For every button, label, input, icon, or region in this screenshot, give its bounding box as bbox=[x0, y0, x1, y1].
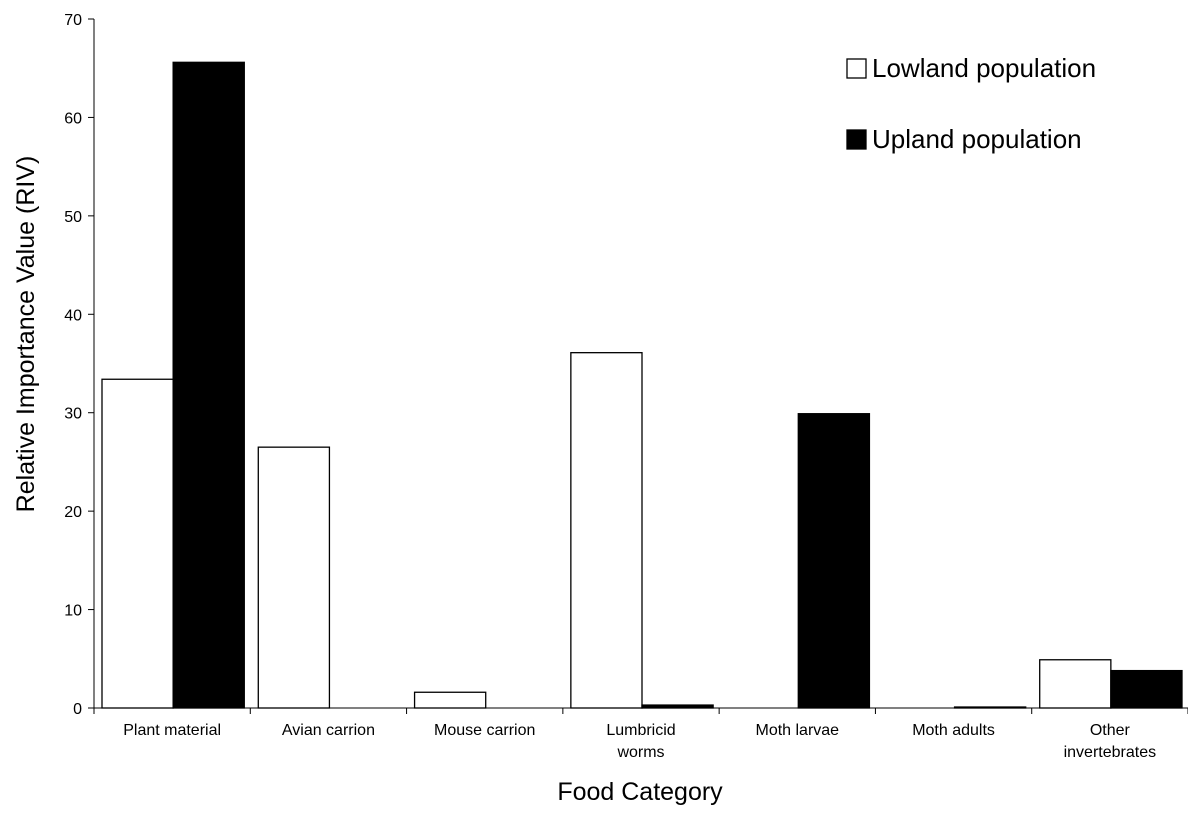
x-tick-label-line: Other bbox=[1090, 722, 1131, 739]
x-tick-label: Moth adults bbox=[912, 722, 995, 739]
x-tick-label: Plant material bbox=[123, 722, 221, 739]
x-tick-label: Mouse carrion bbox=[434, 722, 535, 739]
bar bbox=[1039, 659, 1112, 709]
x-tick-label: Other invertebrates bbox=[1064, 722, 1157, 761]
y-axis-title: Relative Importance Value (RIV) bbox=[12, 156, 40, 513]
bar bbox=[101, 378, 174, 709]
x-tick-label-line: Lumbricid bbox=[606, 722, 675, 739]
bar bbox=[172, 61, 245, 709]
legend-label: Lowland population bbox=[872, 53, 1096, 83]
legend-label: Upland population bbox=[872, 124, 1082, 154]
x-tick-label: Avian carrion bbox=[282, 722, 375, 739]
y-tick-label: 0 bbox=[73, 701, 82, 718]
bar bbox=[1110, 669, 1183, 709]
y-tick-label: 30 bbox=[64, 406, 82, 423]
bar bbox=[953, 706, 1027, 709]
x-tick-label: Moth larvae bbox=[755, 722, 839, 739]
bar bbox=[797, 413, 871, 709]
legend-swatch bbox=[846, 58, 867, 79]
y-tick-label: 10 bbox=[64, 603, 82, 620]
x-tick-label-line: Moth adults bbox=[912, 722, 995, 739]
x-tick-label-line: worms bbox=[616, 744, 664, 761]
x-tick-label: Lumbricid worms bbox=[606, 722, 675, 761]
bar bbox=[641, 704, 714, 709]
y-tick-label: 60 bbox=[64, 110, 82, 127]
bar bbox=[413, 691, 487, 709]
bar bbox=[570, 352, 643, 709]
y-tick-label: 50 bbox=[64, 209, 82, 226]
x-tick-label-line: invertebrates bbox=[1064, 744, 1157, 761]
legend-swatch bbox=[846, 129, 867, 150]
y-tick-label: 20 bbox=[64, 504, 82, 521]
x-axis-title: Food Category bbox=[557, 778, 723, 806]
x-tick-label-line: Plant material bbox=[123, 722, 221, 739]
bar bbox=[257, 446, 331, 709]
x-tick-label-line: Mouse carrion bbox=[434, 722, 535, 739]
y-tick-label: 70 bbox=[64, 12, 82, 29]
x-tick-label-line: Avian carrion bbox=[282, 722, 375, 739]
x-tick-label-line: Moth larvae bbox=[755, 722, 839, 739]
y-tick-label: 40 bbox=[64, 307, 82, 324]
